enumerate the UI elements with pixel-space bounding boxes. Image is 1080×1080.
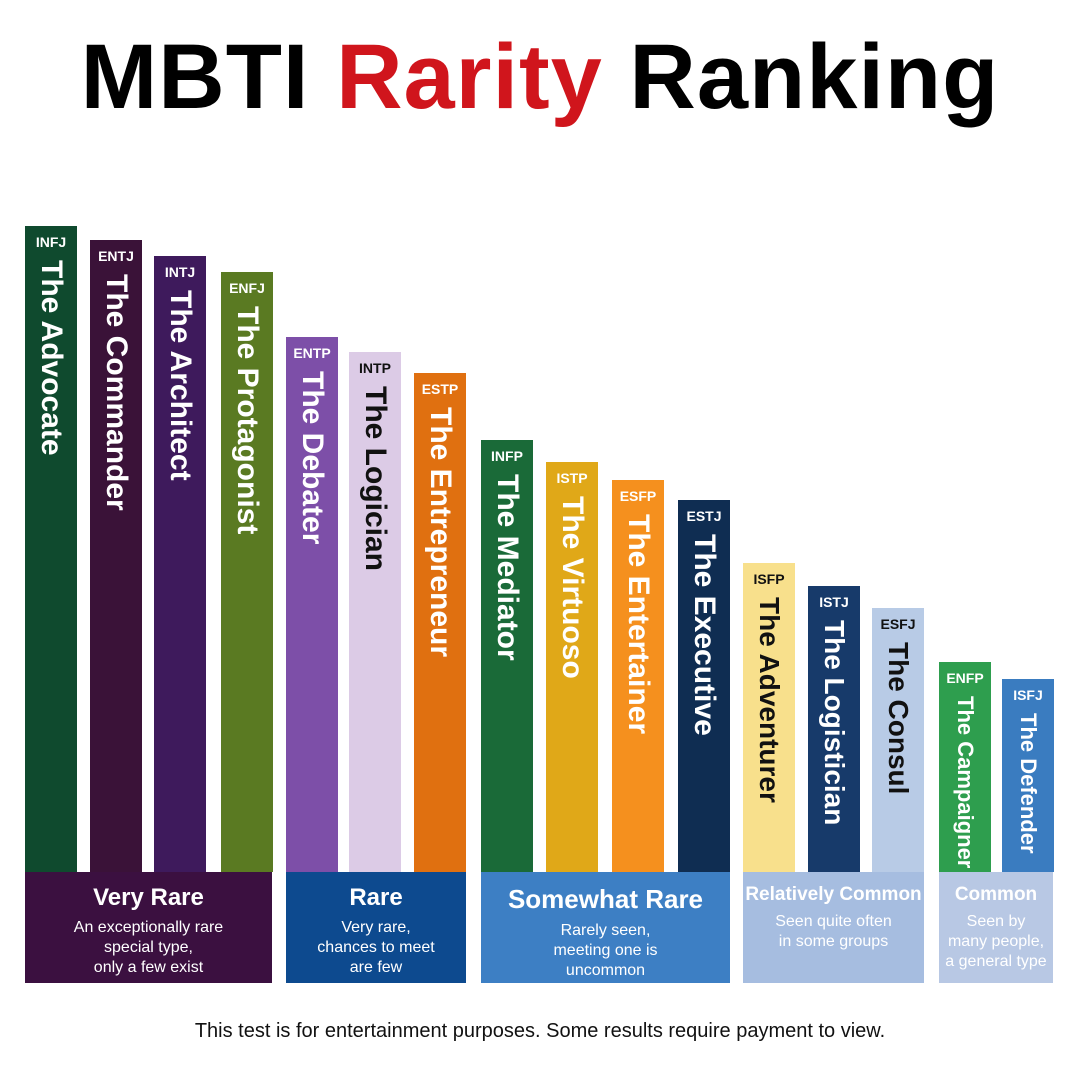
title-word-highlight: Rarity: [336, 26, 603, 128]
type-bar: ISTJ The Logistician: [808, 586, 860, 872]
group-description: a general type: [945, 953, 1047, 970]
type-name: The Mediator: [491, 474, 524, 661]
group-description: are few: [349, 959, 403, 976]
type-bar: ISFJ The Defender: [1002, 679, 1054, 872]
group-description: An exceptionally rare: [73, 919, 224, 936]
type-code: ISTJ: [819, 594, 849, 610]
type-code: ESFP: [619, 488, 657, 504]
type-name: The Advocate: [35, 260, 68, 456]
type-name: The Logician: [359, 386, 392, 572]
type-bar: ESTP The Entrepreneur: [414, 373, 466, 872]
group-description: meeting one is: [553, 942, 658, 959]
rarity-group: Very Rare An exceptionally rare special ty…: [25, 872, 272, 983]
type-bar: ISFP The Adventurer: [743, 563, 795, 872]
group-title: Rare: [349, 884, 403, 911]
group-description: Very rare,: [341, 919, 411, 936]
type-name: The Campaigner: [953, 696, 978, 869]
group-title: Relatively Common: [745, 884, 922, 905]
type-code: INFP: [491, 448, 523, 464]
group-description: Rarely seen,: [560, 922, 651, 939]
type-name: The Protagonist: [231, 306, 264, 535]
type-bar: INFP The Mediator: [481, 440, 533, 872]
type-bar: INFJ The Advocate: [25, 226, 77, 872]
type-code: ESTJ: [686, 508, 722, 524]
type-bar: ENTJ The Commander: [90, 240, 142, 872]
group-description: special type,: [104, 939, 193, 956]
type-name: The Consul: [883, 642, 914, 795]
type-name: The Executive: [688, 534, 721, 736]
rarity-group: Common Seen by many people, a general type: [939, 872, 1053, 983]
type-code: ESTP: [421, 381, 459, 397]
group-description: Seen quite often: [775, 913, 892, 930]
type-code: ENFP: [946, 670, 984, 686]
group-title: Common: [954, 884, 1038, 905]
group-title: Very Rare: [93, 884, 204, 911]
rarity-group: Rare Very rare, chances to meet are few: [286, 872, 466, 983]
type-bar: ESTJ The Executive: [678, 500, 730, 872]
type-code: ISFJ: [1013, 687, 1043, 703]
group-description: only a few exist: [93, 959, 204, 976]
type-name: The Entrepreneur: [424, 407, 457, 658]
type-code: ISTP: [556, 470, 588, 486]
type-code: INTJ: [164, 264, 196, 280]
type-bar: ESFJ The Consul: [872, 608, 924, 872]
type-code: INTP: [359, 360, 391, 376]
title-word: MBTI: [80, 26, 310, 128]
title: MBTI Rarity Ranking: [0, 22, 1080, 132]
type-code: ISFP: [753, 571, 785, 587]
type-bar: ESFP The Entertainer: [612, 480, 664, 872]
group-description: in some groups: [778, 933, 889, 950]
type-name: The Logistician: [819, 620, 850, 826]
type-name: The Architect: [164, 290, 197, 481]
type-code: INFJ: [35, 234, 67, 250]
type-bar: ENFJ The Protagonist: [221, 272, 273, 872]
type-name: The Debater: [296, 371, 329, 545]
type-code: ENTJ: [98, 248, 134, 264]
type-name: The Commander: [100, 274, 133, 511]
type-bar: INTP The Logician: [349, 352, 401, 872]
type-name: The Virtuoso: [556, 496, 589, 679]
type-name: The Entertainer: [622, 514, 655, 735]
rarity-group: Somewhat Rare Rarely seen, meeting one is u…: [481, 872, 730, 983]
type-bar: INTJ The Architect: [154, 256, 206, 872]
type-code: ENFJ: [229, 280, 265, 296]
type-name: The Adventurer: [754, 597, 785, 803]
group-description: chances to meet: [317, 939, 435, 956]
group-title: Somewhat Rare: [507, 884, 704, 914]
footer-note: This test is for entertainment purposes.…: [194, 1020, 886, 1042]
group-description: uncommon: [565, 962, 646, 979]
group-description: Seen by: [966, 913, 1026, 930]
type-code: ESFJ: [880, 616, 916, 632]
type-bar: ENTP The Debater: [286, 337, 338, 872]
title-word: Ranking: [629, 26, 1000, 128]
type-bar: ISTP The Virtuoso: [546, 462, 598, 872]
type-code: ENTP: [293, 345, 331, 361]
rarity-group: Relatively Common Seen quite often in some…: [743, 872, 924, 983]
type-bar: ENFP The Campaigner: [939, 662, 991, 872]
group-description: many people,: [947, 933, 1045, 950]
type-name: The Defender: [1016, 713, 1041, 854]
